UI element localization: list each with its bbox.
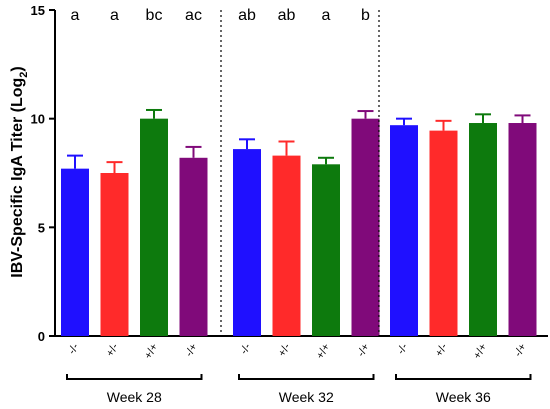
significance-label: a [71, 7, 80, 24]
y-axis-label-main: IBV-Specific IgA Titer (Log [9, 78, 26, 278]
significance-label: b [361, 7, 370, 24]
x-category-label: +/+ [471, 342, 489, 362]
bar [100, 173, 129, 336]
bar [140, 118, 168, 337]
group-bracket [395, 374, 532, 380]
y-axis-label-close: ) [9, 66, 26, 71]
x-category-label: -/+ [183, 342, 200, 359]
significance-label: bc [146, 7, 163, 24]
group-bracket [238, 374, 375, 380]
y-tick-label: 10 [31, 112, 45, 127]
bar [61, 168, 89, 336]
y-tick-label: 15 [31, 3, 45, 18]
y-tick-label: 5 [38, 220, 45, 235]
bar [179, 157, 208, 336]
bar [312, 164, 340, 336]
x-category-label: +/- [433, 341, 450, 359]
significance-label: ab [238, 7, 256, 24]
significance-label: a [322, 7, 331, 24]
bar [390, 125, 418, 336]
x-category-label: +/- [276, 341, 293, 359]
bar [351, 118, 380, 337]
x-category-label: +/+ [314, 342, 332, 362]
bar [233, 149, 261, 336]
x-category-label: -/- [238, 341, 254, 356]
group-label: Week 36 [436, 389, 491, 405]
significance-label: ab [278, 7, 296, 24]
bar [272, 155, 301, 336]
y-axis-label-subscript: 2 [18, 72, 30, 78]
group-label: Week 32 [279, 389, 334, 405]
significance-label: a [110, 7, 119, 24]
x-category-label: -/- [66, 341, 82, 356]
significance-label: ac [185, 7, 202, 24]
bar [469, 123, 497, 336]
x-category-label: -/+ [355, 342, 372, 359]
x-category-label: +/+ [142, 342, 160, 362]
x-category-label: -/+ [512, 342, 529, 359]
x-category-label: -/- [395, 341, 411, 356]
group-label: Week 28 [107, 389, 162, 405]
bar [429, 130, 458, 336]
x-category-label: +/- [104, 341, 121, 359]
y-axis-label: IBV-Specific IgA Titer (Log2) [9, 66, 30, 277]
group-bracket [66, 374, 203, 380]
bar [508, 123, 537, 336]
y-tick-label: 0 [38, 329, 45, 344]
